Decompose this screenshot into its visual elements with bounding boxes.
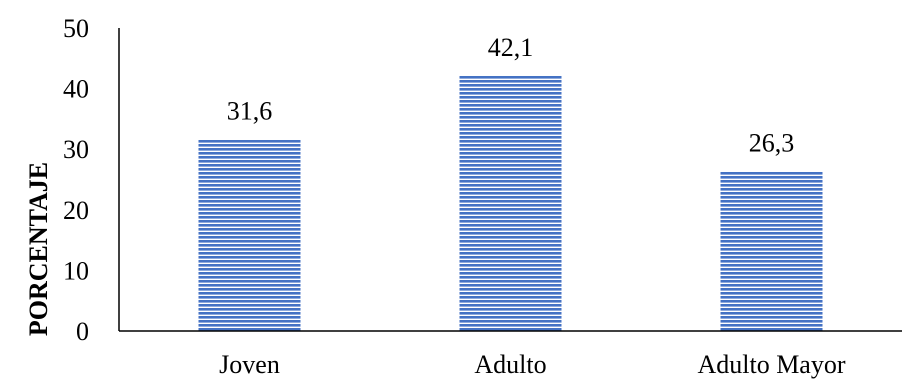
- y-axis-title: PORCENTAJE: [24, 162, 53, 336]
- data-labels-group: 31,6 42,1 26,3: [227, 33, 795, 158]
- bar: [459, 75, 562, 332]
- y-tick-label: 40: [63, 75, 89, 104]
- category-labels-group: Joven Adulto Adulto Mayor: [219, 350, 846, 379]
- bar-value-label: 26,3: [749, 129, 795, 158]
- bars-group: [198, 75, 823, 332]
- y-axis-ticks: 0 10 20 30 40 50: [63, 14, 89, 346]
- bar-value-label: 31,6: [227, 97, 273, 126]
- bar: [198, 139, 301, 331]
- x-category-label: Joven: [219, 350, 280, 379]
- y-tick-label: 20: [63, 196, 89, 225]
- x-category-label: Adulto Mayor: [697, 350, 845, 379]
- y-tick-label: 30: [63, 135, 89, 164]
- y-tick-label: 0: [76, 317, 89, 346]
- x-category-label: Adulto: [474, 350, 546, 379]
- bar: [720, 171, 823, 331]
- y-tick-label: 10: [63, 256, 89, 285]
- y-tick-label: 50: [63, 14, 89, 43]
- bar-value-label: 42,1: [488, 33, 534, 62]
